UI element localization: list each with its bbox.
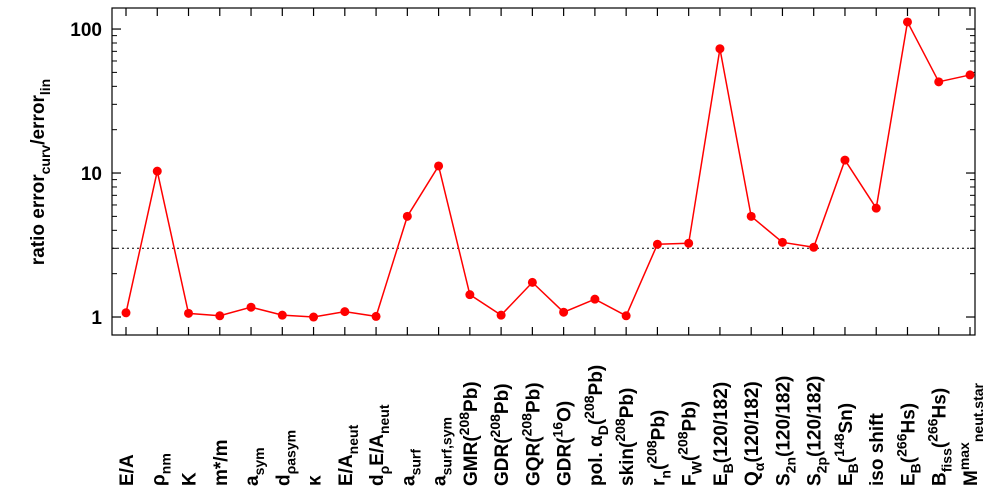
x-tick-label: dρE/Aneut (367, 404, 392, 486)
x-tick-label: ρnm (148, 453, 173, 486)
x-tick-label: GMR(208Pb) (456, 381, 482, 486)
data-point (121, 308, 131, 318)
x-tick-label: iso shift (867, 412, 888, 486)
x-tick-label: m*/m (211, 440, 232, 486)
x-tick-label: asym (242, 447, 267, 486)
y-axis: 1 10 100 (70, 20, 975, 329)
data-point (871, 203, 881, 213)
x-tick-label: Bfiss(266Hs) (925, 388, 955, 486)
data-point (934, 77, 944, 87)
x-tick-label: κ (305, 475, 326, 486)
data-point (246, 302, 256, 312)
x-tick-label: pol. αD(208Pb) (581, 365, 611, 486)
x-tick-label: GQR(208Pb) (518, 382, 544, 486)
x-tick-label: E/Aneut (336, 424, 361, 486)
x-axis (125, 8, 971, 335)
data-point (277, 310, 287, 320)
data-point (371, 311, 381, 321)
data-point (434, 161, 444, 171)
data-point (402, 211, 412, 221)
data-point (965, 70, 975, 80)
x-tick-label: Mmaxneut.star (956, 382, 984, 486)
plot-frame (111, 7, 976, 336)
x-tick-label: E/A (117, 454, 138, 486)
y-tick-label: 100 (70, 20, 102, 41)
x-tick-label: rn(208Pb) (643, 410, 673, 486)
data-point (340, 307, 350, 317)
data-point (652, 239, 662, 249)
data-point (590, 294, 600, 304)
data-point (809, 242, 819, 252)
x-tick-label: Qα(120/182) (742, 381, 767, 486)
x-tick-label: EB(266Hs) (893, 403, 923, 486)
x-tick-label: dρasym (273, 430, 298, 486)
x-tick-label: asurf (398, 449, 423, 486)
data-point (309, 312, 319, 322)
x-tick-label: GDR(208Pb) (487, 383, 513, 486)
y-tick-label: 1 (91, 308, 102, 329)
data-point (465, 290, 475, 300)
x-tick-label: skin(208Pb) (612, 388, 638, 486)
data-point (215, 311, 225, 321)
data-point (777, 237, 787, 247)
x-tick-label: GDR(16O) (550, 401, 576, 486)
x-tick-label: S2n(120/182) (773, 376, 798, 486)
series-line (125, 19, 971, 318)
data-point (527, 277, 537, 287)
data-point (184, 308, 194, 318)
data-point (840, 155, 850, 165)
x-tick-label: asurf,sym (430, 417, 455, 486)
data-point (152, 166, 162, 176)
data-point (559, 307, 569, 317)
y-axis-label: ratio errorcurv/errorlin (28, 79, 53, 265)
x-tick-label: EB(120/182) (711, 382, 736, 486)
data-point (715, 44, 725, 54)
series-points (121, 17, 975, 322)
x-tick-label: FW(208Pb) (675, 401, 705, 486)
x-tick-label: S2p(120/182) (805, 376, 830, 486)
data-point (746, 211, 756, 221)
x-tick-label: EB(148Sn) (831, 403, 861, 486)
data-point (902, 17, 912, 27)
data-point (621, 311, 631, 321)
data-point (684, 238, 694, 248)
x-tick-label: K (180, 472, 201, 486)
data-point (496, 310, 506, 320)
y-tick-label: 10 (81, 164, 102, 185)
